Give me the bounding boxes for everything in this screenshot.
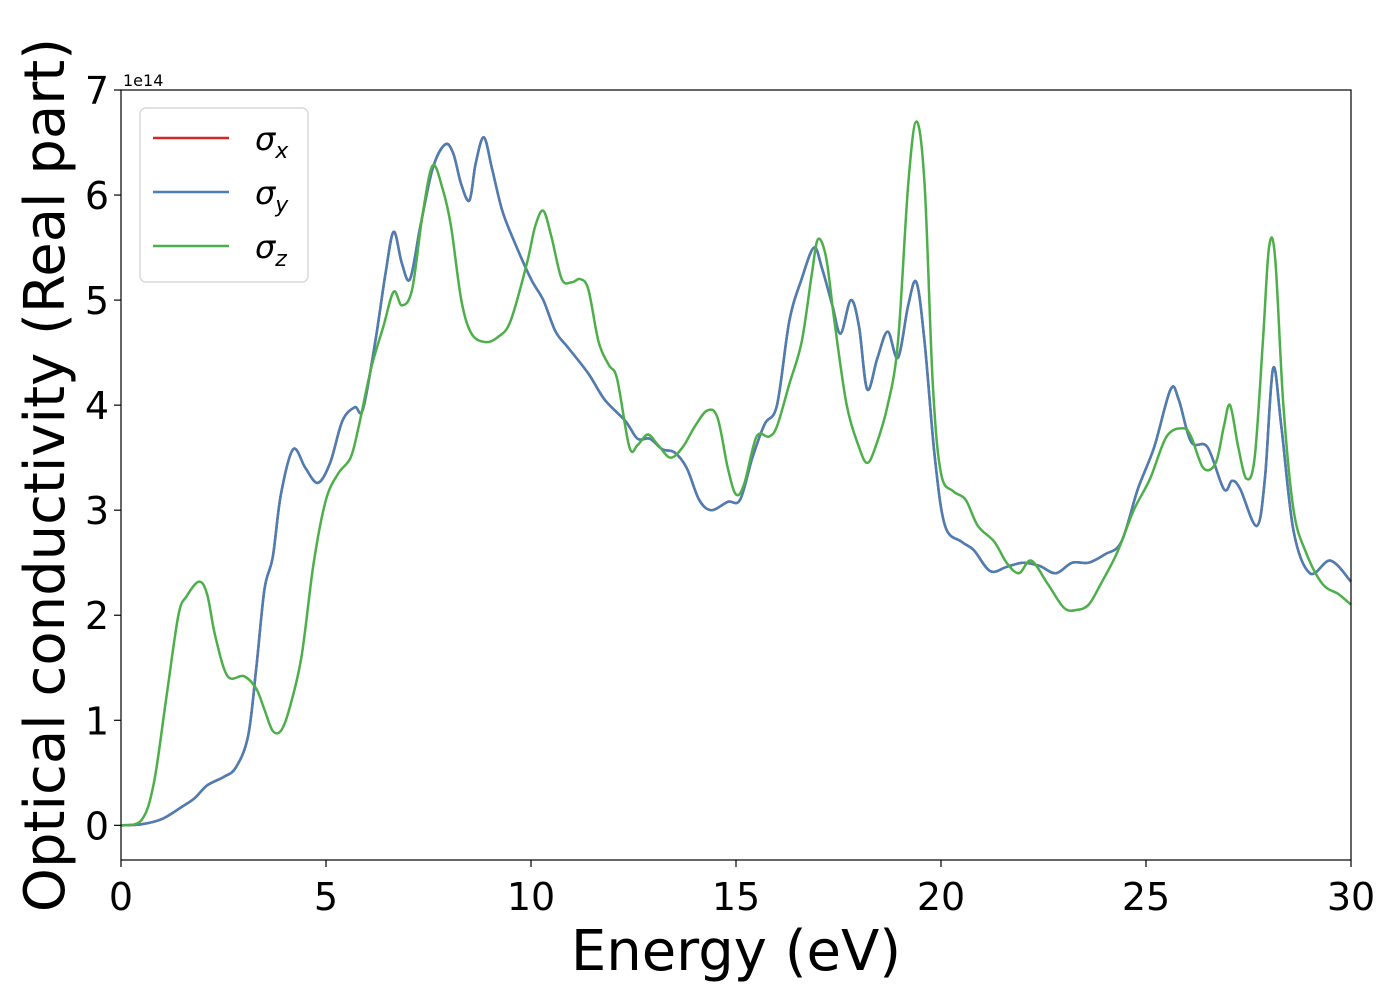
x-tick-label: 30 — [1327, 875, 1375, 919]
legend: σx σy σz — [139, 107, 309, 283]
x-tick-label: 0 — [109, 875, 133, 919]
y-offset-label: 1e14 — [123, 71, 163, 90]
y-tick-label: 6 — [85, 174, 109, 218]
legend-label-x: σx — [255, 120, 289, 164]
legend-label-z: σz — [255, 228, 287, 272]
series-line-y — [120, 136, 1352, 827]
x-tick-label: 20 — [917, 875, 965, 919]
legend-box — [139, 107, 309, 283]
x-tick-label: 10 — [507, 875, 555, 919]
x-axis-label: Energy (eV) — [571, 919, 901, 984]
y-tick-label: 5 — [85, 279, 109, 323]
x-tick-label: 5 — [314, 875, 338, 919]
y-tick-label: 0 — [85, 804, 109, 848]
x-axis-ticks: 0 5 10 15 20 25 30 — [109, 860, 1375, 919]
y-tick-label: 4 — [85, 384, 109, 428]
x-tick-label: 15 — [712, 875, 760, 919]
y-tick-label: 2 — [85, 594, 109, 638]
series-line-z — [120, 120, 1352, 827]
y-tick-label: 7 — [85, 69, 109, 113]
legend-label-y: σy — [255, 174, 289, 218]
x-tick-label: 25 — [1122, 875, 1170, 919]
y-tick-label: 1 — [85, 699, 109, 743]
y-axis-label: Optical conductivity (Real part) — [13, 38, 78, 912]
plot-lines — [120, 120, 1352, 827]
y-tick-label: 3 — [85, 489, 109, 533]
y-axis-ticks: 0 1 2 3 4 5 6 7 — [85, 69, 121, 848]
